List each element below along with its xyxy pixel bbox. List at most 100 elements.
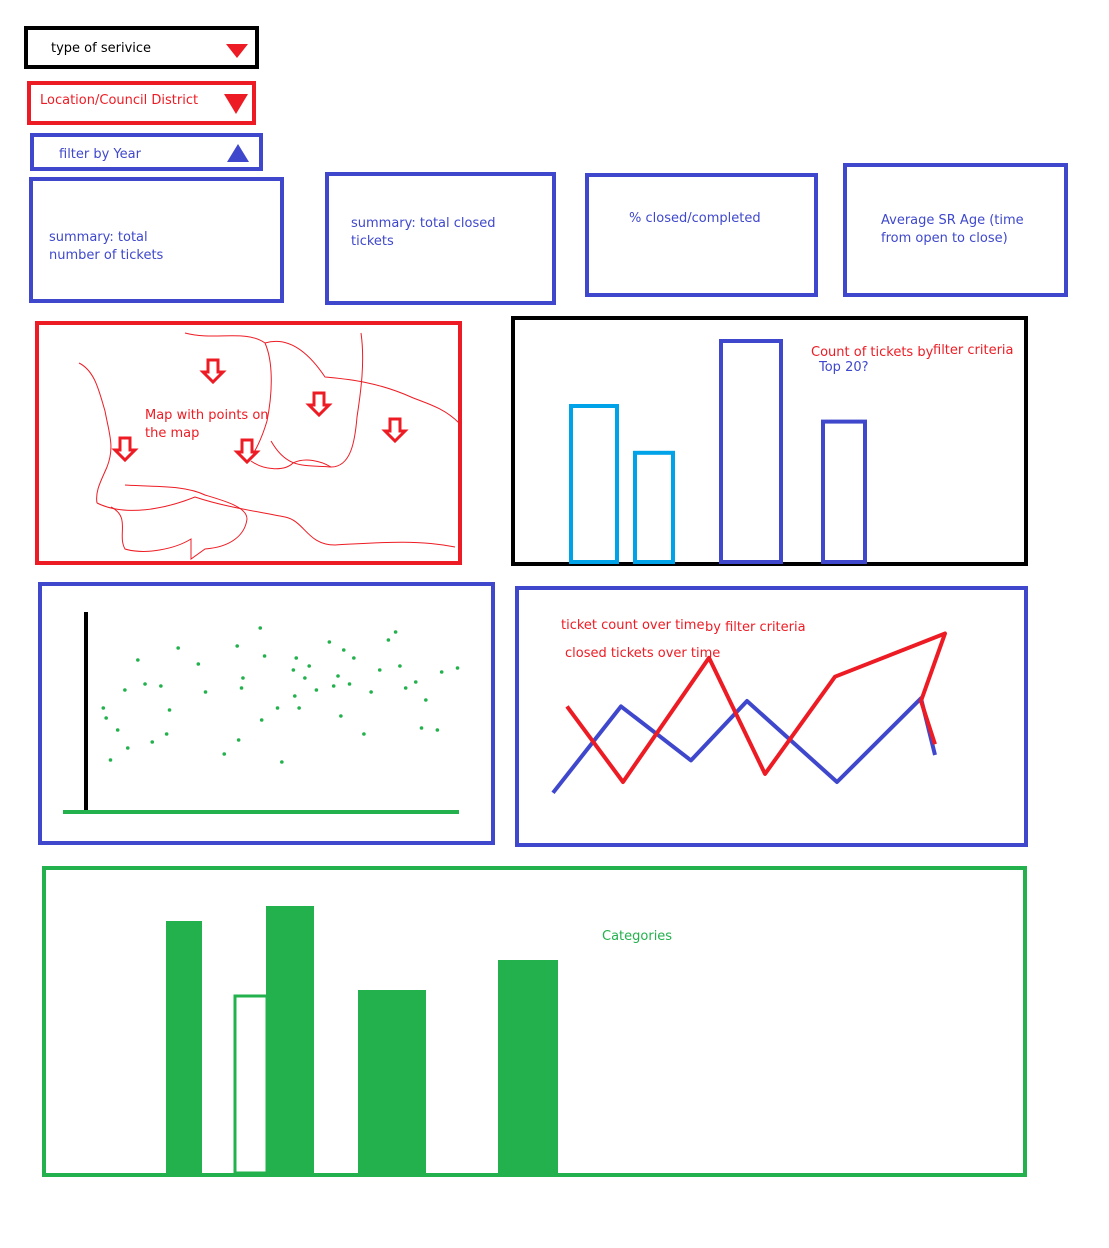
scatter-point (101, 706, 106, 710)
down-arrow-icon (305, 391, 333, 418)
scatter-point (275, 706, 280, 710)
scatter-point (236, 738, 241, 742)
scatter-point (239, 686, 244, 690)
scatter-point (159, 684, 163, 688)
scatter-point (327, 640, 332, 644)
percent-closed-card: % closed/completed (585, 173, 818, 297)
location-dropdown[interactable]: Location/Council District (27, 81, 256, 125)
bar (719, 339, 783, 564)
scatter-point (347, 682, 352, 686)
bar (821, 419, 867, 564)
scatter-point (403, 686, 408, 690)
bar (569, 404, 619, 564)
category-bar (166, 921, 202, 1173)
scatter-point (108, 758, 113, 762)
summary-total-label: summary: total number of tickets (49, 230, 164, 263)
summary-closed-card: summary: total closed tickets (325, 172, 556, 305)
bar-chart (569, 339, 867, 564)
scatter-point (439, 670, 444, 674)
scatter-point (352, 656, 356, 660)
scatter-panel[interactable] (38, 582, 495, 845)
summary-total-card: summary: total number of tickets (29, 177, 284, 303)
scatter-point (143, 682, 147, 686)
down-arrow-icon (111, 436, 139, 463)
scatter-point (115, 728, 120, 732)
scatter-point (386, 638, 391, 642)
bar-chart-panel[interactable]: Count of tickets by filter criteria Top … (511, 316, 1028, 566)
map-markers (111, 358, 409, 465)
map-region-mid (250, 459, 332, 470)
average-age-label: Average SR Age (time from open to close) (881, 213, 1024, 246)
map-outline (78, 332, 460, 560)
scatter-point (435, 728, 440, 732)
category-bar (358, 990, 426, 1173)
scatter-point (136, 658, 140, 662)
bar-chart-title: Count of tickets by (811, 345, 934, 360)
map-border-west (78, 362, 112, 504)
map-region-north (184, 332, 272, 462)
service-type-label: type of serivice (51, 41, 152, 56)
scatter-point (164, 732, 169, 736)
scatter-point (341, 648, 346, 652)
scatter-point (293, 694, 297, 698)
scatter-point (123, 688, 127, 692)
scatter-point (176, 646, 180, 650)
map-panel[interactable]: Map with points on the map (35, 321, 462, 565)
bar (633, 450, 675, 564)
scatter-point (339, 714, 343, 718)
percent-closed-label: % closed/completed (629, 211, 761, 226)
scatter-point (241, 676, 245, 680)
map-border-south (96, 496, 456, 548)
map-region-central (270, 332, 364, 468)
scatter-point (331, 684, 336, 688)
line-label-criteria: by filter criteria (705, 620, 806, 635)
scatter-point (369, 690, 373, 694)
scatter-point (280, 760, 284, 764)
line-series (565, 631, 947, 784)
scatter-point (455, 666, 460, 670)
scatter-point (398, 664, 402, 668)
average-age-card: Average SR Age (time from open to close) (843, 163, 1068, 297)
scatter-point (377, 668, 382, 672)
scatter-point (307, 664, 312, 668)
year-dropdown[interactable]: filter by Year (30, 133, 263, 171)
year-label: filter by Year (59, 147, 141, 162)
scatter-point (235, 644, 239, 648)
scatter-point (314, 688, 319, 692)
scatter-point (424, 698, 428, 702)
scatter-point (259, 718, 264, 722)
scatter-point (362, 732, 366, 736)
scatter-point (262, 654, 267, 658)
scatter-point (104, 716, 108, 720)
scatter-point (393, 630, 398, 634)
categories-chart (166, 906, 558, 1175)
bar-chart-subtitle: Top 20? (819, 360, 869, 375)
map-label: Map with points on the map (145, 408, 269, 441)
category-bar (498, 960, 558, 1173)
line-series (551, 696, 937, 795)
line-label-count: ticket count over time (561, 618, 705, 633)
bar-chart-title-suffix: filter criteria (933, 343, 1014, 358)
down-arrow-icon (199, 358, 227, 385)
down-arrow-icon (381, 417, 409, 444)
triangle-up-icon[interactable] (227, 144, 251, 164)
category-bar (233, 994, 269, 1175)
scatter-point (336, 674, 340, 678)
service-type-dropdown[interactable]: type of serivice (24, 26, 259, 69)
scatter-chart (63, 612, 460, 814)
line-chart (551, 631, 947, 795)
scatter-point (125, 746, 130, 750)
map-region-east (264, 340, 460, 424)
map-region-center (110, 484, 248, 560)
summary-closed-label: summary: total closed tickets (351, 216, 496, 249)
categories-panel[interactable]: Categories (42, 866, 1027, 1177)
triangle-down-icon[interactable] (226, 44, 250, 60)
scatter-point (291, 668, 296, 672)
scatter-point (303, 676, 307, 680)
scatter-point (258, 626, 263, 630)
scatter-point (297, 706, 301, 710)
triangle-down-icon[interactable] (224, 94, 250, 116)
scatter-point (222, 752, 227, 756)
scatter-point (196, 662, 201, 666)
line-chart-panel[interactable]: ticket count over time by filter criteri… (515, 586, 1028, 847)
